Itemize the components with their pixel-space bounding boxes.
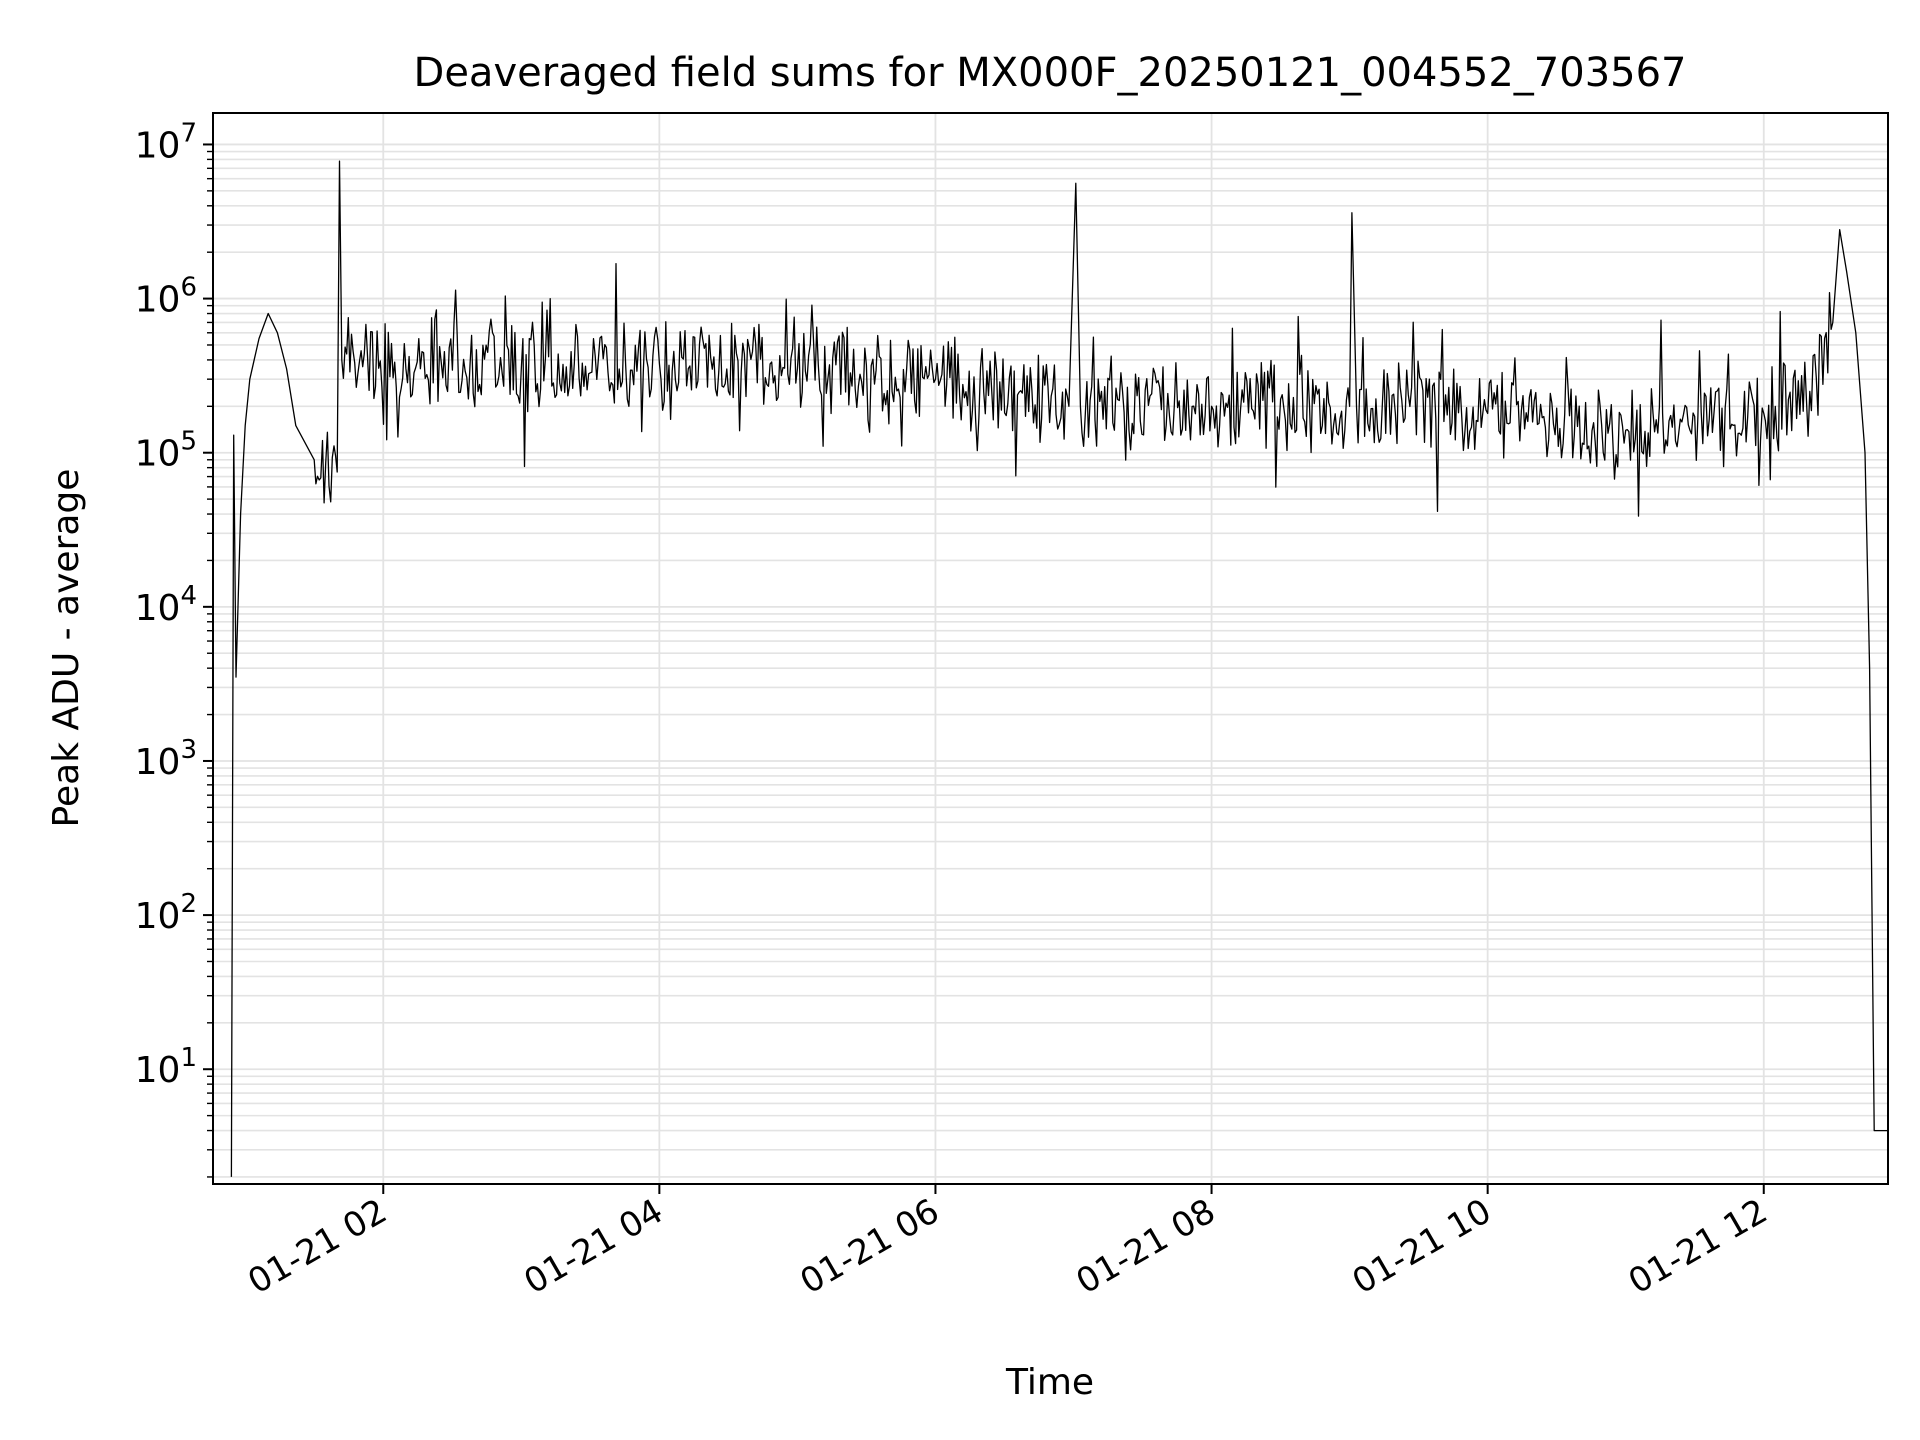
y-tick-label: 107 — [135, 118, 197, 166]
y-tick-label: 101 — [135, 1043, 197, 1091]
y-tick-label: 104 — [135, 581, 197, 629]
minor-gridlines — [213, 150, 1888, 1178]
y-axis-label: Peak ADU - average — [46, 469, 87, 828]
plot-area — [230, 160, 1888, 1177]
y-tick-label: 106 — [135, 273, 197, 321]
axes-frame — [212, 112, 1889, 1185]
major-gridlines — [213, 113, 1888, 1184]
x-axis-label: Time — [1005, 1362, 1094, 1403]
y-tick-label: 103 — [135, 735, 197, 783]
y-tick-label: 105 — [135, 427, 197, 475]
chart-title: Deaveraged field sums for MX000F_2025012… — [414, 50, 1687, 96]
series-line — [230, 160, 1888, 1177]
y-tick-label: 102 — [135, 889, 197, 937]
